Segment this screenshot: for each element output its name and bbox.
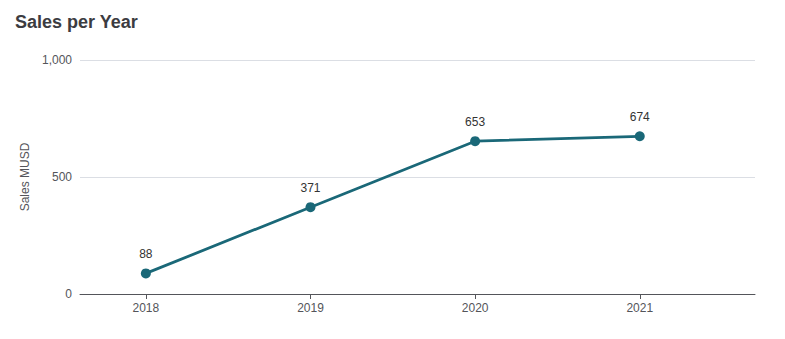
svg-text:2020: 2020 xyxy=(462,301,489,315)
svg-text:500: 500 xyxy=(52,170,72,184)
svg-text:371: 371 xyxy=(300,181,320,195)
svg-text:Sales per Year: Sales per Year xyxy=(15,12,138,32)
svg-text:0: 0 xyxy=(65,287,72,301)
svg-text:674: 674 xyxy=(630,110,650,124)
svg-text:653: 653 xyxy=(465,115,485,129)
svg-text:2018: 2018 xyxy=(133,301,160,315)
svg-text:1,000: 1,000 xyxy=(42,53,72,67)
svg-text:88: 88 xyxy=(139,247,153,261)
svg-text:Sales MUSD: Sales MUSD xyxy=(18,142,32,211)
svg-text:2019: 2019 xyxy=(297,301,324,315)
svg-text:2021: 2021 xyxy=(626,301,653,315)
